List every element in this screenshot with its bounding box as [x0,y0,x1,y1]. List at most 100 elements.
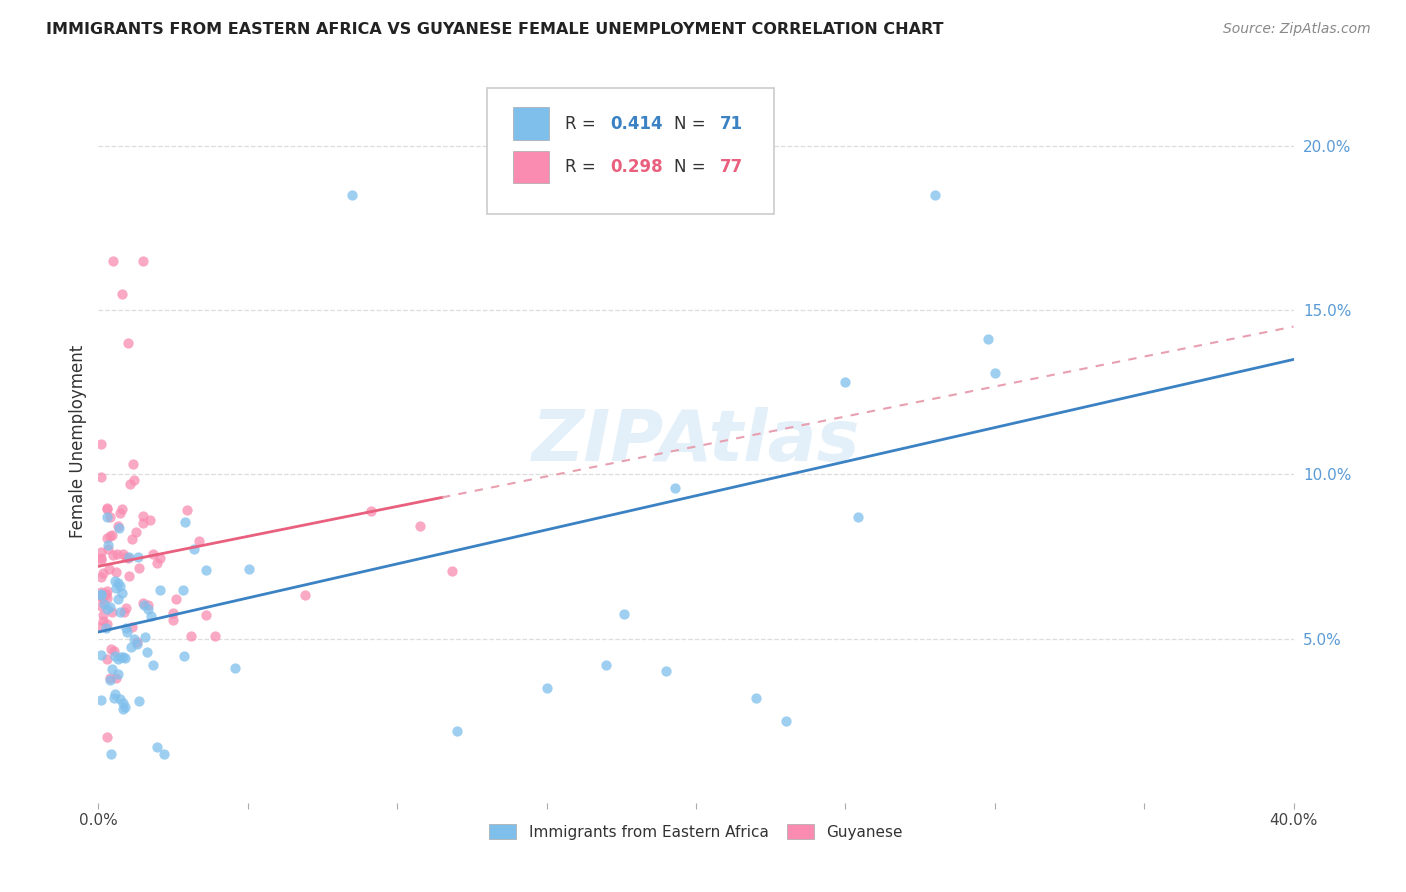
Point [97,542,120,557]
FancyBboxPatch shape [513,151,548,183]
Point [98,671,122,685]
Text: Source: ZipAtlas.com: Source: ZipAtlas.com [1223,22,1371,37]
Point [125,637,148,651]
Point [138,598,160,612]
Point [104,574,127,589]
Point [90,591,112,605]
Point [115,601,138,615]
Point [104,687,127,701]
Point [132,516,155,531]
Point [180,629,202,643]
Point [664,481,686,495]
Point [111,502,134,516]
Point [118,549,141,564]
Point [446,723,468,738]
Point [204,629,226,643]
Point [120,640,142,654]
Point [128,694,150,708]
Point [132,508,155,523]
Point [101,548,124,562]
Point [96,502,118,516]
Point [90,553,112,567]
Point [924,188,946,202]
Point [93,597,115,611]
Point [90,648,112,662]
Point [135,644,157,658]
Point [846,509,869,524]
Point [103,253,125,268]
Point [112,649,135,664]
Point [96,730,118,744]
Text: 71: 71 [720,115,742,133]
Point [90,587,112,601]
Point [110,649,132,664]
Point [91,566,114,580]
Point [613,607,636,622]
Point [117,336,139,351]
Point [172,583,194,598]
Point [977,332,1000,346]
Point [145,556,167,570]
Point [132,599,155,613]
Point [107,652,129,666]
Point [983,366,1005,380]
Point [112,696,135,710]
Point [100,641,122,656]
Point [112,605,135,619]
Point [142,657,165,672]
Point [124,524,146,539]
Point [194,563,217,577]
Point [108,506,131,520]
Point [98,599,121,614]
Point [162,606,184,620]
Point [108,605,131,619]
Point [90,584,112,599]
Point [105,547,128,561]
Text: IMMIGRANTS FROM EASTERN AFRICA VS GUYANESE FEMALE UNEMPLOYMENT CORRELATION CHART: IMMIGRANTS FROM EASTERN AFRICA VS GUYANE… [46,22,943,37]
Point [134,630,156,644]
Point [775,714,797,728]
Point [90,599,112,613]
Point [408,519,430,533]
Point [96,651,118,665]
Point [122,457,145,471]
Point [98,562,121,576]
Point [139,609,162,624]
Point [101,605,124,619]
Point [111,701,134,715]
Text: R =: R = [565,158,600,176]
Point [97,538,120,552]
Point [90,545,112,559]
Point [441,564,464,578]
Point [108,521,131,535]
Point [136,601,159,615]
Point [111,547,134,561]
Point [224,660,246,674]
Point [173,648,195,663]
Point [91,608,114,623]
Point [132,253,155,268]
Y-axis label: Female Unemployment: Female Unemployment [69,345,87,538]
Text: 77: 77 [720,158,744,176]
Point [107,666,129,681]
Point [238,562,260,576]
Point [94,587,117,601]
Point [655,665,678,679]
Point [100,528,122,542]
Point [146,739,169,754]
Point [105,565,128,579]
Point [183,541,205,556]
Point [139,513,162,527]
Text: N =: N = [675,158,711,176]
Point [98,528,121,542]
Point [107,592,129,607]
Point [127,550,149,565]
Point [536,681,558,695]
Point [94,621,117,635]
Point [162,613,184,627]
Point [111,586,134,600]
Text: N =: N = [675,115,711,133]
Point [152,747,174,761]
Point [115,549,138,564]
Point [111,286,134,301]
